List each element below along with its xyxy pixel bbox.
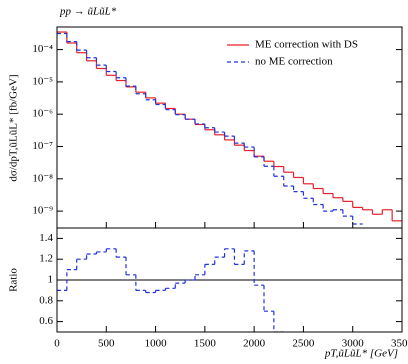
y-tick-label: 10⁻⁴ (32, 43, 53, 55)
frame (56, 227, 403, 333)
axes: 10⁻⁴ 10⁻⁵ 10⁻⁶ 10⁻⁷ 10⁻⁸ 10⁻⁹ ME correction wi… (32, 39, 408, 350)
chart-title: pp → ũLũL* (59, 6, 117, 18)
x-tick-label: 2000 (243, 338, 266, 350)
ratio-plot (57, 248, 402, 332)
y-tick-label: 10⁻⁷ (32, 140, 53, 152)
legend-label: ME correction with DS (255, 39, 358, 51)
y-tick-label: 10⁻⁹ (32, 205, 53, 217)
y-tick-label: 1.2 (39, 253, 53, 265)
y-tick-label: 1.4 (39, 232, 53, 244)
y-axis-label: Ratio (8, 268, 20, 292)
y-tick-label: 0.8 (39, 294, 53, 306)
x-tick-label: 3000 (342, 338, 365, 350)
y-tick-label: 10⁻⁵ (32, 75, 53, 87)
x-tick-label: 0 (54, 338, 60, 350)
legend-label: no ME correction (255, 56, 333, 68)
x-axis-label: pT,ũLũL* [GeV] (324, 348, 398, 360)
x-tick-label: 1500 (194, 338, 217, 350)
x-tick-label: 2500 (292, 338, 315, 350)
y-tick-label: 10⁻⁸ (32, 172, 53, 184)
y-tick-label: 0.6 (39, 315, 53, 327)
y-tick-label: 10⁻⁶ (32, 108, 53, 120)
x-tick-label: 3500 (391, 338, 408, 350)
x-tick-label: 1000 (145, 338, 168, 350)
frame (56, 26, 403, 229)
main-plot (57, 31, 402, 225)
y-tick-label: 1 (48, 274, 54, 286)
x-tick-label: 500 (98, 338, 115, 350)
y-axis-label: dσ/dpT,ũLũL* [fb/GeV] (8, 74, 20, 181)
